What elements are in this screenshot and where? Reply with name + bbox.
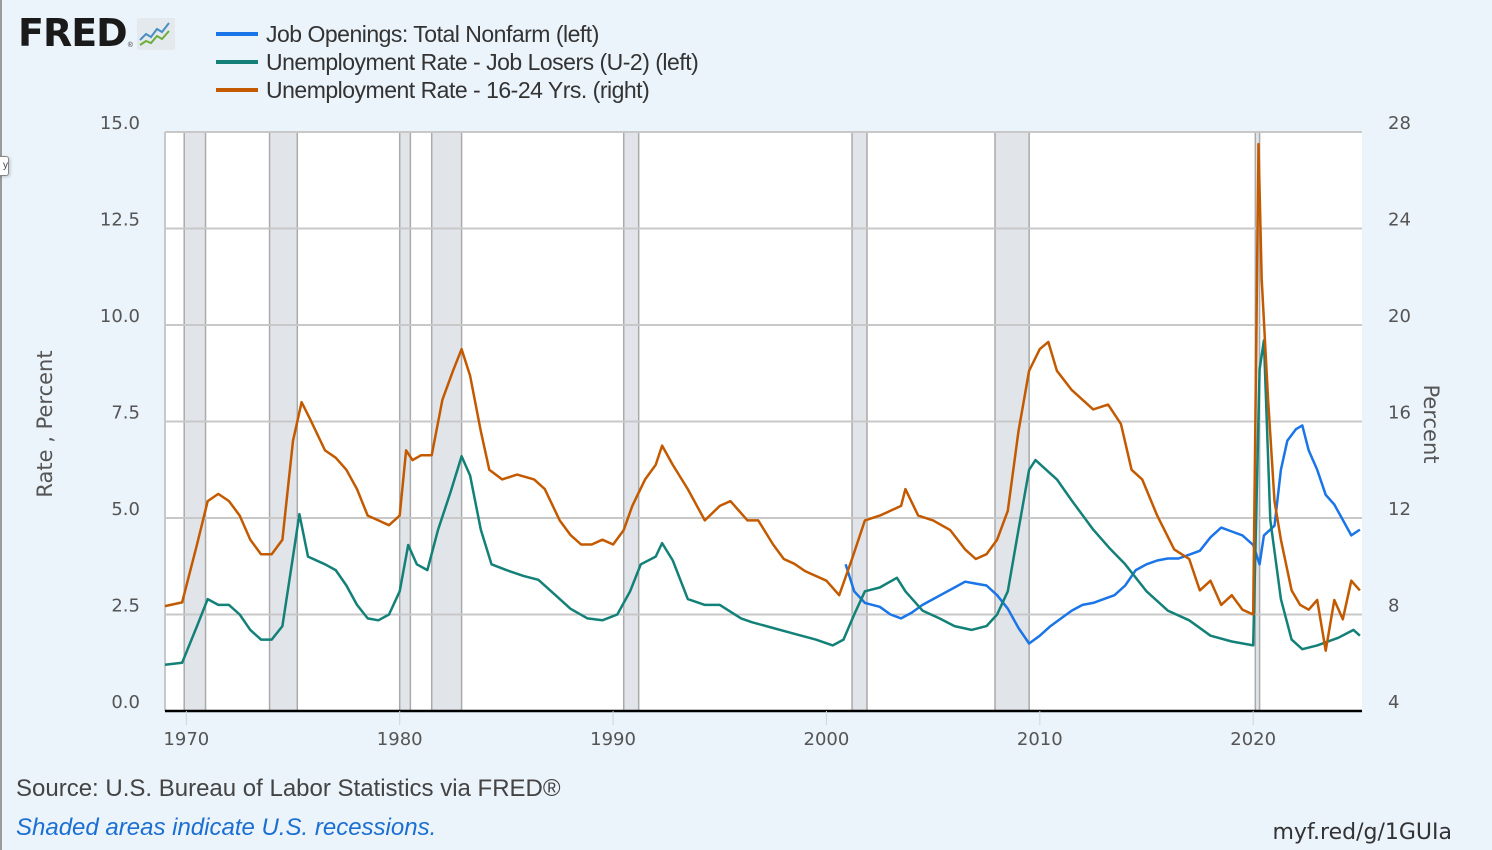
x-tick-label: 2010 [1017,729,1063,750]
y-left-tick-label: 0.0 [111,692,140,713]
y-right-tick-label: 20 [1388,306,1411,327]
window-frame-edge [0,0,2,850]
y-axis-left-title: Rate , Percent [33,350,57,497]
y-right-tick-label: 24 [1388,210,1411,231]
x-tick-label: 1980 [377,729,423,750]
legend-swatch-youth [216,88,258,92]
y-right-tick-label: 8 [1388,596,1399,617]
legend-label: Unemployment Rate - Job Losers (U-2) (le… [266,48,699,75]
y-left-tick-label: 15.0 [100,113,140,134]
gridlines [164,131,1362,711]
chart-legend: Job Openings: Total Nonfarm (left) Unemp… [216,20,699,104]
series-lines [164,142,1361,666]
y-right-tick-label: 16 [1388,403,1411,424]
y-right-tick-label: 28 [1388,113,1411,134]
y-left-tick-label: 7.5 [111,403,140,424]
y-right-tick-label: 12 [1388,499,1411,520]
source-text: Source: U.S. Bureau of Labor Statistics … [16,775,561,802]
y-left-tick-label: 10.0 [100,306,140,327]
series-line-job_openings[interactable] [844,424,1361,645]
registered-mark: ® [127,42,133,49]
y-left-tick-label: 12.5 [100,210,140,231]
legend-item-u2[interactable]: Unemployment Rate - Job Losers (U-2) (le… [216,48,699,76]
recession-note[interactable]: Shaded areas indicate U.S. recessions. [16,814,437,841]
short-url[interactable]: myf.red/g/1GUIa [1272,820,1452,845]
fred-logo[interactable]: FRED ® [18,14,175,52]
fred-logo-text: FRED [18,11,128,55]
x-tick-label: 2000 [804,729,850,750]
legend-swatch-job-openings [216,32,258,36]
series-line-u2[interactable] [164,339,1361,666]
line-chart-icon [136,18,175,50]
x-tick-label: 2020 [1230,729,1276,750]
y-right-tick-label: 4 [1388,692,1399,713]
y-left-tick-label: 2.5 [111,596,140,617]
legend-label: Unemployment Rate - 16-24 Yrs. (right) [266,76,650,103]
axes: 1970 1980 1990 2000 2010 2020 0.0 2.5 5.0 7.5 10.0… [100,113,1411,750]
series-line-youth[interactable] [164,142,1361,652]
legend-item-job-openings[interactable]: Job Openings: Total Nonfarm (left) [216,20,698,48]
legend-label: Job Openings: Total Nonfarm (left) [266,20,599,47]
x-tick-label: 1990 [590,729,636,750]
legend-swatch-u2 [216,60,258,64]
legend-item-youth[interactable]: Unemployment Rate - 16-24 Yrs. (right) [216,76,698,104]
tooltip-fragment: y [0,156,9,176]
x-tick-label: 1970 [163,729,209,750]
y-axis-right-title: Percent [1419,384,1443,463]
y-left-tick-label: 5.0 [111,499,140,520]
